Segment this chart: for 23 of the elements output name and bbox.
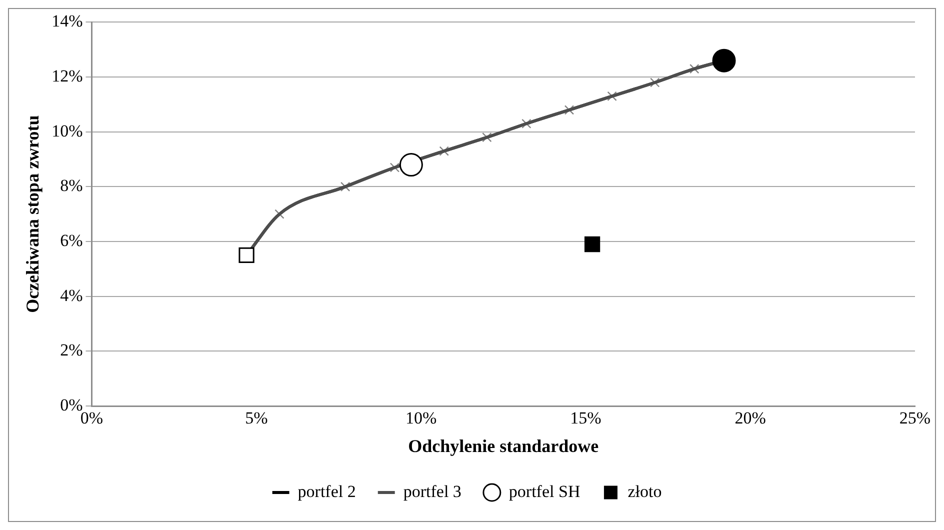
y-tick-label: 4% (60, 286, 83, 305)
x-tick-label: 10% (405, 408, 437, 428)
legend-label: złoto (628, 482, 662, 501)
y-tick-label: 2% (60, 340, 83, 360)
x-tick-label: 20% (734, 408, 766, 428)
y-tick-label: 8% (60, 176, 83, 196)
point (584, 236, 600, 252)
y-tick-label: 14% (52, 12, 83, 31)
x-axis-title: Odchylenie standardowe (408, 436, 599, 456)
legend-label: portfel 3 (403, 482, 462, 501)
legend-label: portfel 2 (298, 482, 356, 501)
x-tick-label: 15% (570, 408, 602, 428)
y-tick-label: 10% (52, 121, 83, 140)
point (399, 153, 423, 177)
legend-label: portfel SH (508, 482, 580, 501)
x-tick-label: 5% (245, 408, 268, 428)
y-tick-label: 0% (60, 395, 83, 414)
point (712, 48, 736, 72)
x-tick-label: 25% (899, 408, 931, 428)
y-tick-label: 12% (52, 66, 83, 86)
y-axis-title: Oczekiwana stopa zwrotu (22, 115, 42, 313)
y-tick-label: 6% (60, 230, 83, 250)
point (238, 247, 254, 264)
